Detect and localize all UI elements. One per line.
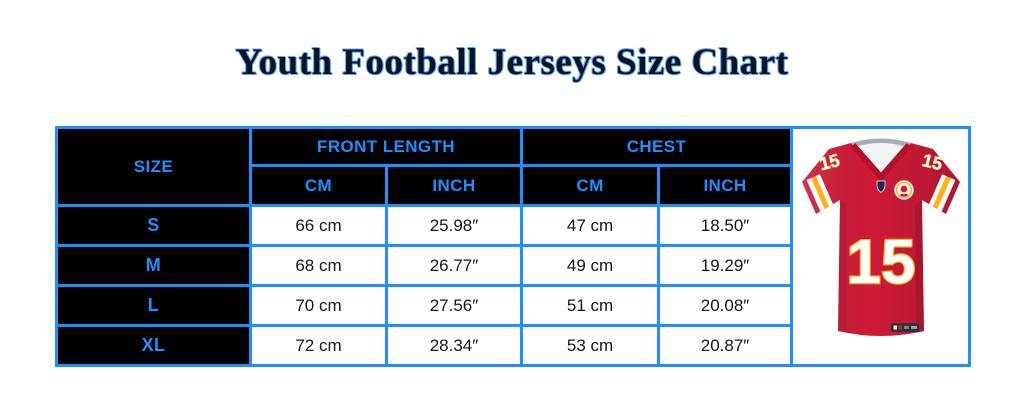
column-header-front-inch: INCH [384, 164, 524, 207]
size-chart-table: SIZE FRONT LENGTH CHEST [55, 126, 972, 367]
column-header-chest: CHEST [520, 126, 794, 167]
column-header-size: SIZE [55, 126, 252, 207]
chest-cm: 51 cm [520, 284, 661, 327]
jersey-image-cell: 15 15 [790, 126, 972, 367]
nfl-shield-icon [876, 180, 885, 193]
table-row-xl: XL 72 cm 28.34″ 53 cm 20.87″ [55, 324, 970, 367]
column-header-front-length: FRONT LENGTH [248, 126, 524, 167]
jersey-collar [854, 141, 907, 173]
sleeve-stripe [806, 177, 825, 212]
chest-inch: 19.29″ [657, 244, 794, 287]
front-length-cm: 66 cm [249, 204, 388, 247]
column-header-front-cm: CM [249, 164, 388, 207]
table-row-s: S 66 cm 25.98″ 47 cm 18.50″ [55, 204, 970, 247]
team-logo-patch [893, 179, 914, 200]
sleeve-stripe [810, 175, 830, 210]
front-length-inch: 25.98″ [384, 204, 524, 247]
jock-tag [890, 322, 919, 332]
front-length-inch: 28.34″ [384, 324, 524, 367]
table-row-m: M 68 cm 26.77″ 49 cm 19.29″ [55, 244, 970, 287]
chest-cm: 53 cm [520, 324, 661, 367]
sleeve-stripe [927, 173, 946, 208]
jersey-image: 15 15 [801, 138, 960, 336]
front-length-cm: 72 cm [249, 324, 388, 367]
swoosh-icon [923, 221, 947, 234]
size-label: S [55, 204, 252, 247]
table-row-l: L 70 cm 27.56″ 51 cm 20.08″ [55, 284, 970, 327]
chest-inch: 18.50″ [657, 204, 794, 247]
front-length-cm: 68 cm [249, 244, 388, 287]
front-length-inch: 27.56″ [384, 284, 524, 327]
chest-inch: 20.08″ [657, 284, 794, 327]
chest-cm: 47 cm [520, 204, 661, 247]
jersey-number: 15 [846, 228, 915, 297]
column-header-chest-inch: INCH [657, 164, 794, 207]
sleeve-stripe [815, 173, 834, 208]
front-length-cm: 70 cm [249, 284, 388, 327]
size-label: XL [55, 324, 252, 367]
size-label: L [55, 284, 252, 327]
front-length-inch: 26.77″ [384, 244, 524, 287]
size-label: M [55, 244, 252, 287]
sleeve-stripe [931, 175, 951, 210]
chest-inch: 20.87″ [657, 324, 794, 367]
column-header-chest-cm: CM [520, 164, 661, 207]
chest-cm: 49 cm [520, 244, 661, 287]
sleeve-stripe [936, 177, 955, 212]
page-title: Youth Football Jerseys Size Chart [235, 42, 789, 83]
